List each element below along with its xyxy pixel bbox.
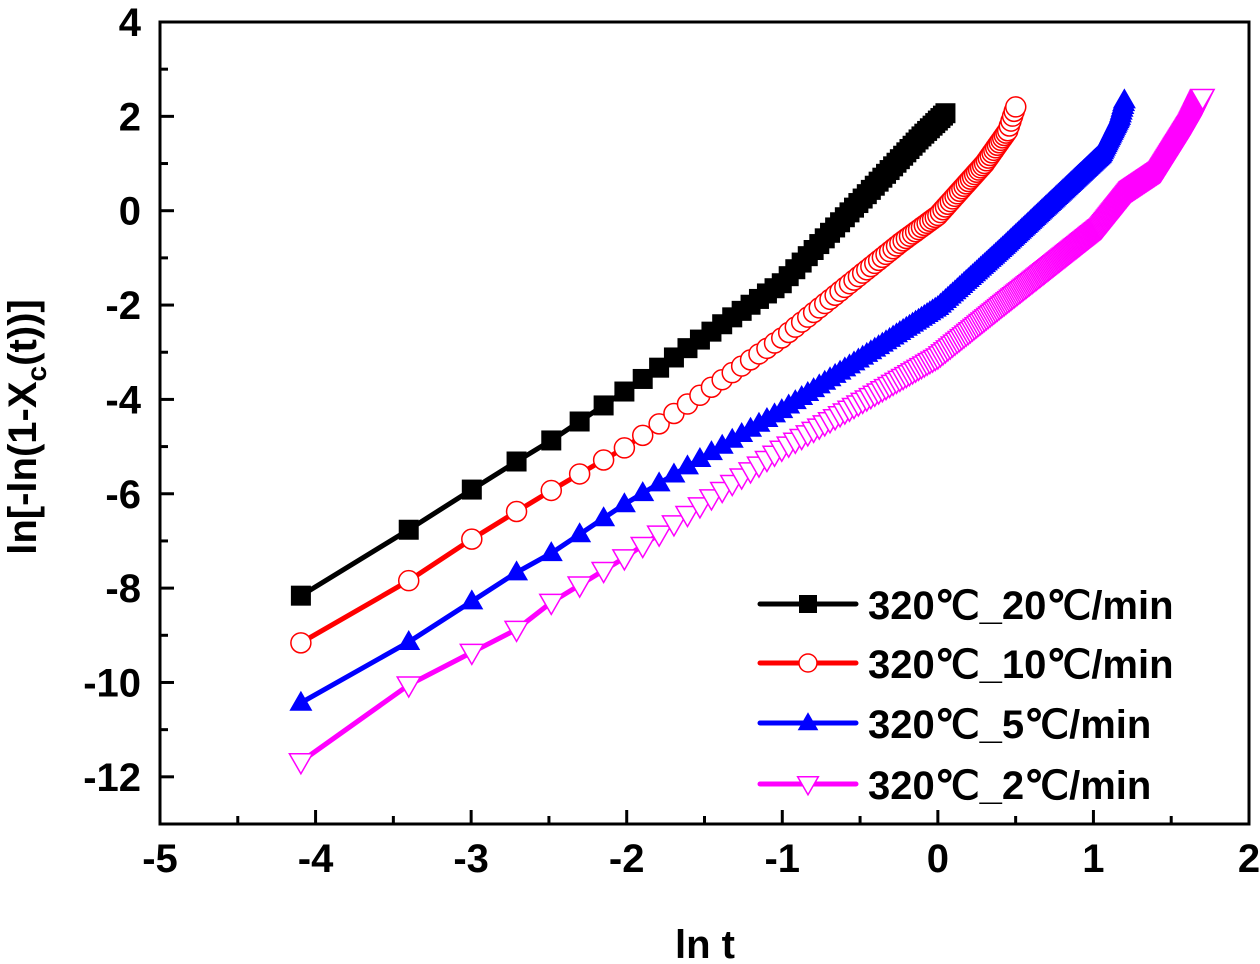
data-point bbox=[661, 515, 687, 538]
data-point bbox=[710, 433, 734, 454]
data-point bbox=[662, 462, 686, 483]
legend-marker bbox=[797, 712, 819, 731]
y-axis: 4 2 0 -2 -4 -6 -8 -10 -12 bbox=[83, 1, 174, 826]
legend: 320℃_20℃/min 320℃_10℃/min 320℃_5℃/min 320℃_… bbox=[757, 584, 1174, 808]
x-tick-label: 1 bbox=[1082, 837, 1104, 881]
data-point bbox=[720, 427, 744, 448]
data-point bbox=[569, 411, 590, 432]
legend-marker bbox=[798, 653, 818, 673]
x-axis: -5 -4 -3 -2 -1 0 1 2 bbox=[142, 810, 1260, 881]
data-point bbox=[631, 424, 654, 447]
y-tick-label: -10 bbox=[83, 661, 141, 705]
data-point bbox=[1189, 88, 1216, 111]
legend-marker bbox=[799, 595, 817, 613]
y-axis-title: ln[-ln(1-Xc(t))] bbox=[1, 299, 52, 555]
data-point bbox=[398, 519, 419, 540]
data-point bbox=[540, 479, 563, 502]
data-point bbox=[397, 630, 421, 651]
legend-label: 320℃_5℃/min bbox=[868, 703, 1151, 747]
x-tick-label: -1 bbox=[764, 837, 800, 881]
data-point bbox=[687, 497, 713, 520]
series-1 bbox=[290, 96, 1027, 654]
data-point bbox=[1005, 96, 1027, 118]
data-point bbox=[395, 676, 422, 699]
data-point bbox=[290, 632, 312, 654]
series-2 bbox=[289, 88, 1136, 711]
series-line bbox=[299, 111, 948, 598]
legend-marker bbox=[796, 776, 820, 797]
data-point bbox=[461, 528, 483, 550]
y-tick-label: -2 bbox=[105, 284, 141, 328]
data-point bbox=[568, 522, 592, 543]
data-point bbox=[290, 585, 311, 606]
data-point bbox=[593, 395, 614, 416]
data-point bbox=[699, 440, 723, 461]
y-axis-title-tail: (t))] bbox=[1, 299, 45, 366]
x-tick-label: -5 bbox=[142, 837, 178, 881]
x-tick-label: 0 bbox=[927, 837, 949, 881]
data-point bbox=[592, 449, 615, 471]
data-point bbox=[538, 593, 565, 616]
data-point bbox=[688, 446, 712, 467]
data-point bbox=[505, 560, 529, 581]
data-point bbox=[629, 536, 656, 559]
series-layer bbox=[288, 88, 1216, 776]
x-tick-label: -4 bbox=[298, 837, 334, 881]
data-point bbox=[539, 541, 563, 562]
data-point bbox=[503, 620, 530, 643]
x-axis-title: ln t bbox=[675, 923, 735, 964]
y-tick-label: 0 bbox=[119, 190, 141, 234]
data-point bbox=[568, 463, 591, 485]
data-point bbox=[460, 589, 484, 610]
data-point bbox=[613, 437, 636, 459]
data-point bbox=[566, 576, 593, 599]
data-point bbox=[647, 471, 671, 492]
y-tick-label: 4 bbox=[119, 1, 142, 45]
data-point bbox=[730, 422, 754, 443]
legend-label: 320℃_10℃/min bbox=[868, 643, 1174, 687]
x-tick-label: -2 bbox=[609, 837, 645, 881]
data-point bbox=[541, 430, 562, 451]
legend-item: 320℃_10℃/min bbox=[757, 643, 1174, 687]
data-point bbox=[289, 690, 313, 711]
data-point bbox=[505, 500, 528, 523]
x-tick-label: -3 bbox=[453, 837, 489, 881]
data-point bbox=[646, 525, 672, 548]
data-point bbox=[1112, 88, 1136, 109]
y-tick-label: -12 bbox=[83, 756, 141, 800]
data-point bbox=[590, 561, 617, 585]
series-0 bbox=[290, 103, 956, 606]
data-point bbox=[397, 569, 420, 592]
legend-label: 320℃_2℃/min bbox=[868, 764, 1151, 808]
data-point bbox=[648, 413, 670, 435]
data-point bbox=[461, 479, 482, 500]
data-point bbox=[675, 454, 699, 475]
y-axis-title-main: ln[-ln(1-X bbox=[1, 381, 45, 555]
data-point bbox=[612, 492, 636, 513]
y-tick-label: -8 bbox=[105, 567, 141, 611]
series-3 bbox=[288, 88, 1216, 776]
data-point bbox=[674, 505, 701, 529]
x-tick-label: 2 bbox=[1238, 837, 1260, 881]
legend-item: 320℃_2℃/min bbox=[757, 764, 1151, 808]
data-point bbox=[506, 451, 527, 472]
data-point bbox=[611, 549, 638, 572]
data-point bbox=[459, 643, 485, 666]
data-point bbox=[632, 368, 653, 389]
legend-item: 320℃_20℃/min bbox=[757, 584, 1174, 628]
y-tick-label: -4 bbox=[105, 378, 141, 422]
data-point bbox=[631, 481, 655, 502]
data-point bbox=[288, 752, 314, 776]
data-point bbox=[592, 506, 616, 527]
y-tick-label: 2 bbox=[119, 95, 141, 139]
y-tick-label: -6 bbox=[105, 473, 141, 517]
legend-label: 320℃_20℃/min bbox=[868, 584, 1174, 628]
data-point bbox=[935, 103, 956, 124]
data-point bbox=[614, 381, 635, 402]
y-axis-title-subscript: c bbox=[21, 366, 52, 382]
legend-item: 320℃_5℃/min bbox=[757, 703, 1151, 747]
